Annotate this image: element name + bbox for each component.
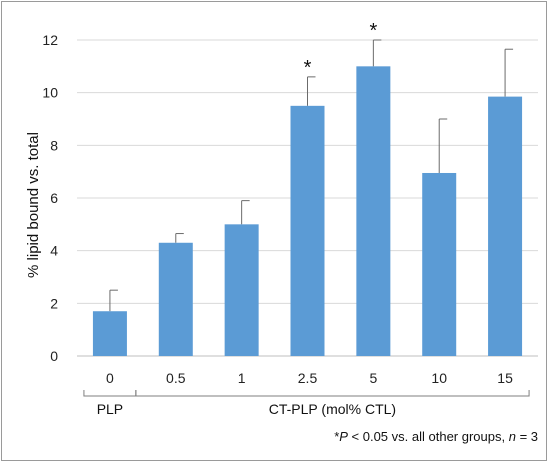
x-tick-label: 10 xyxy=(431,370,447,386)
x-tick-label: 2.5 xyxy=(298,370,318,386)
bar xyxy=(290,105,325,356)
y-tick-label: 0 xyxy=(50,348,58,364)
group-label: CT-PLP (mol% CTL) xyxy=(269,401,396,417)
bars xyxy=(92,66,523,356)
significance-star: * xyxy=(304,57,312,79)
x-tick-label: 0 xyxy=(106,370,114,386)
y-tick-label: 10 xyxy=(42,85,58,101)
bar xyxy=(224,224,259,356)
group-brackets: PLP CT-PLP (mol% CTL) xyxy=(83,390,530,417)
significance-markers: ** xyxy=(304,20,378,79)
y-tick-label: 8 xyxy=(50,137,58,153)
bar xyxy=(158,242,193,356)
bar xyxy=(422,172,457,356)
y-axis-label: % lipid bound vs. total xyxy=(25,132,42,278)
group-bracket xyxy=(135,390,530,397)
y-tick-labels: 0 2 4 6 8 10 12 xyxy=(42,32,58,364)
significance-star: * xyxy=(369,20,377,42)
bar xyxy=(92,311,127,356)
footnote: *P < 0.05 vs. all other groups, n = 3 xyxy=(334,429,538,444)
group-label: PLP xyxy=(97,401,123,417)
y-tick-label: 4 xyxy=(50,243,58,259)
y-tick-label: 12 xyxy=(42,32,58,48)
bar xyxy=(356,66,391,356)
y-tick-label: 6 xyxy=(50,190,58,206)
x-tick-label: 15 xyxy=(497,370,513,386)
group-bracket xyxy=(83,390,137,397)
x-tick-label: 1 xyxy=(238,370,246,386)
x-tick-labels: 0 0.5 1 2.5 5 10 15 xyxy=(106,370,513,386)
error-bars xyxy=(109,39,514,312)
bar xyxy=(488,96,523,356)
x-tick-label: 5 xyxy=(369,370,377,386)
x-tick-label: 0.5 xyxy=(166,370,186,386)
y-tick-label: 2 xyxy=(50,295,58,311)
